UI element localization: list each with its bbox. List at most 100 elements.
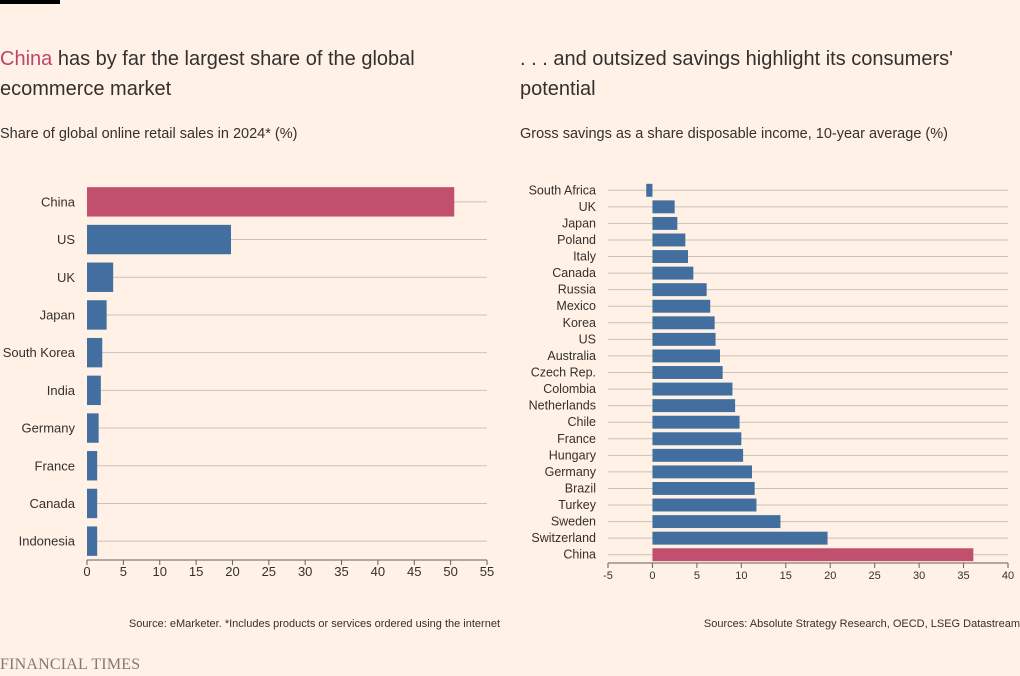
bar-japan (87, 300, 107, 330)
bar-italy (652, 250, 688, 264)
bar-china (87, 187, 455, 217)
category-label: Czech Rep. (531, 366, 596, 380)
bar-switzerland (652, 531, 828, 545)
category-label: UK (579, 200, 597, 214)
category-label: Korea (563, 316, 596, 330)
x-tick-label: 50 (443, 564, 457, 579)
category-label: Italy (573, 250, 597, 264)
x-tick-label: 10 (735, 570, 747, 582)
bar-germany (652, 465, 752, 479)
category-label: Australia (547, 349, 596, 363)
bar-czech-rep (652, 366, 723, 379)
category-label: Canada (29, 496, 75, 511)
category-label: Brazil (565, 481, 596, 495)
category-label: South Africa (529, 183, 596, 197)
bar-uk (652, 200, 675, 214)
category-label: Chile (568, 415, 597, 429)
category-label: UK (57, 270, 75, 285)
category-label: Russia (558, 283, 596, 297)
bar-mexico (652, 299, 711, 313)
bar-turkey (652, 498, 757, 512)
title-highlight: China (0, 48, 53, 70)
x-tick-label: 40 (371, 564, 385, 579)
title-rest: has by far the largest share of the glob… (0, 48, 415, 100)
x-tick-label: 0 (83, 564, 90, 579)
category-label: US (579, 332, 596, 346)
bar-canada (87, 488, 98, 519)
category-label: Hungary (549, 448, 597, 462)
x-tick-label: 25 (262, 564, 276, 579)
category-label: Mexico (556, 299, 596, 313)
bar-us (87, 224, 231, 255)
x-tick-label: 40 (1002, 570, 1014, 582)
category-label: US (57, 232, 75, 247)
category-label: Germany (545, 465, 597, 479)
x-tick-label: -5 (603, 570, 613, 582)
x-tick-label: 30 (913, 570, 925, 582)
category-label: Poland (557, 233, 596, 247)
chart-subtitle-right: Gross savings as a share disposable inco… (520, 126, 948, 142)
x-tick-label: 30 (298, 564, 312, 579)
bar-china (652, 548, 974, 562)
category-label: Sweden (551, 515, 596, 529)
x-tick-label: 15 (189, 564, 203, 579)
category-label: South Korea (3, 345, 76, 360)
category-label: Japan (562, 216, 596, 230)
x-tick-label: 10 (152, 564, 166, 579)
category-label: Germany (22, 421, 76, 436)
bar-india (87, 375, 101, 406)
bar-france (652, 432, 742, 446)
x-tick-label: 35 (957, 570, 969, 582)
bar-chile (652, 415, 740, 429)
bar-netherlands (652, 399, 736, 413)
bar-brazil (652, 481, 755, 495)
bar-france (87, 451, 98, 481)
category-label: Colombia (543, 382, 596, 396)
x-tick-label: 5 (120, 564, 127, 579)
x-tick-label: 20 (225, 564, 239, 579)
category-label: Switzerland (531, 531, 596, 545)
brand-logo: FINANCIAL TIMES (0, 656, 141, 673)
category-label: Netherlands (529, 399, 596, 413)
bar-poland (652, 233, 686, 247)
x-tick-label: 0 (649, 570, 655, 582)
bar-japan (652, 216, 678, 230)
category-label: France (557, 432, 596, 446)
x-tick-label: 35 (334, 564, 348, 579)
bar-chart-right: South Africa UK Japan Poland Italy Canada Russ… (529, 183, 1015, 582)
bar-sweden (652, 515, 781, 529)
category-label: Turkey (558, 498, 596, 512)
x-tick-label: 25 (869, 570, 881, 582)
bar-germany (87, 413, 99, 443)
x-tick-label: 45 (407, 564, 421, 579)
category-label: Japan (40, 307, 75, 322)
bar-south-korea (87, 337, 103, 368)
bar-uk (87, 262, 114, 292)
x-tick-label: 15 (780, 570, 792, 582)
bar-us (652, 332, 716, 346)
category-label: China (563, 548, 596, 562)
bar-south-africa (646, 183, 653, 197)
category-label: Indonesia (19, 534, 76, 549)
bar-colombia (652, 382, 733, 396)
category-label: France (35, 458, 75, 473)
chart-title-left: China has by far the largest share of th… (0, 44, 480, 104)
chart-source-left: Source: eMarketer. *Includes products or… (128, 618, 500, 630)
category-label: China (41, 194, 76, 209)
bar-australia (652, 349, 720, 363)
bar-hungary (652, 448, 744, 462)
brand-topbar (0, 0, 60, 4)
bar-indonesia (87, 526, 98, 556)
chart-source-right: Sources: Absolute Strategy Research, OEC… (703, 618, 1020, 630)
chart-subtitle-left: Share of global online retail sales in 2… (0, 126, 298, 142)
x-tick-label: 20 (824, 570, 836, 582)
x-tick-label: 5 (694, 570, 700, 582)
x-tick-label: 55 (480, 564, 494, 579)
chart-panel-right: . . . and outsized savings highlight its… (512, 0, 1020, 640)
category-label: Canada (552, 266, 596, 280)
bar-chart-left: China US UK Japan South Korea India Germany Fra… (3, 187, 494, 579)
category-label: India (47, 383, 76, 398)
bar-canada (652, 266, 694, 280)
chart-title-right: . . . and outsized savings highlight its… (520, 48, 953, 100)
chart-panel-left: China has by far the largest share of th… (0, 0, 505, 640)
